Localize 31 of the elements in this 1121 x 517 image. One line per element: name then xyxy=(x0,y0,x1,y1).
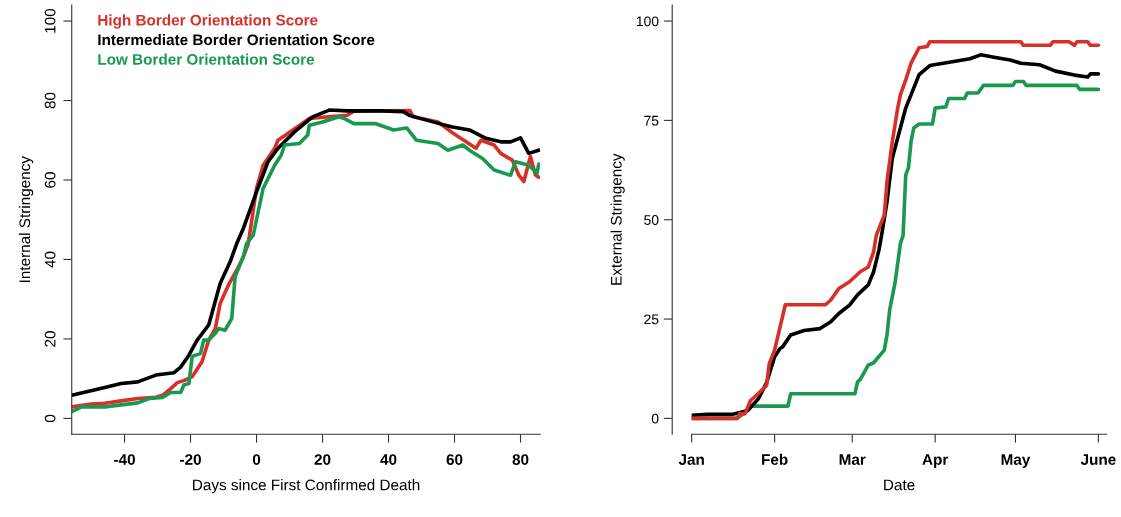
text: Intermediate Border Orientation Score xyxy=(98,33,375,46)
y-axis-title: External Stringency xyxy=(610,153,625,285)
y-axis-title: Internal Stringency xyxy=(18,156,34,282)
x-tick-label: -40 xyxy=(114,454,135,465)
x-tick-label: 40 xyxy=(380,454,397,465)
y-tick-label: 50 xyxy=(644,215,659,225)
x-tick-label: Apr xyxy=(922,454,949,468)
x-tick-label: May xyxy=(1001,454,1031,468)
x-tick-label: 0 xyxy=(252,454,261,465)
y-tick-label: 20 xyxy=(44,331,56,347)
y-tick-label: 0 xyxy=(44,414,56,423)
x-axis-title: Days since First Confirmed Death xyxy=(193,479,420,494)
y-tick-label: 75 xyxy=(644,115,659,126)
x-tick-label: -20 xyxy=(180,454,201,465)
text: Low Border Orientation Score xyxy=(98,53,315,65)
y-tick-label: 25 xyxy=(644,314,659,325)
y-tick-label: 100 xyxy=(636,16,659,27)
y-tick-label: 60 xyxy=(44,172,56,188)
x-tick-label: Feb xyxy=(762,453,788,465)
text: High Border Orientation Score xyxy=(98,14,318,29)
x-tick-label: 80 xyxy=(512,454,529,465)
y-tick-label: 100 xyxy=(44,8,56,33)
x-tick-label: 20 xyxy=(314,454,331,465)
y-tick-label: 40 xyxy=(44,251,56,268)
x-axis-title: Date xyxy=(884,479,915,491)
y-tick-label: 80 xyxy=(44,92,56,109)
x-tick-label: June xyxy=(1080,454,1116,465)
x-tick-label: Jan xyxy=(678,454,704,465)
x-tick-label: Mar xyxy=(839,454,866,465)
y-tick-label: 0 xyxy=(651,413,659,424)
x-tick-label: 60 xyxy=(446,454,463,465)
